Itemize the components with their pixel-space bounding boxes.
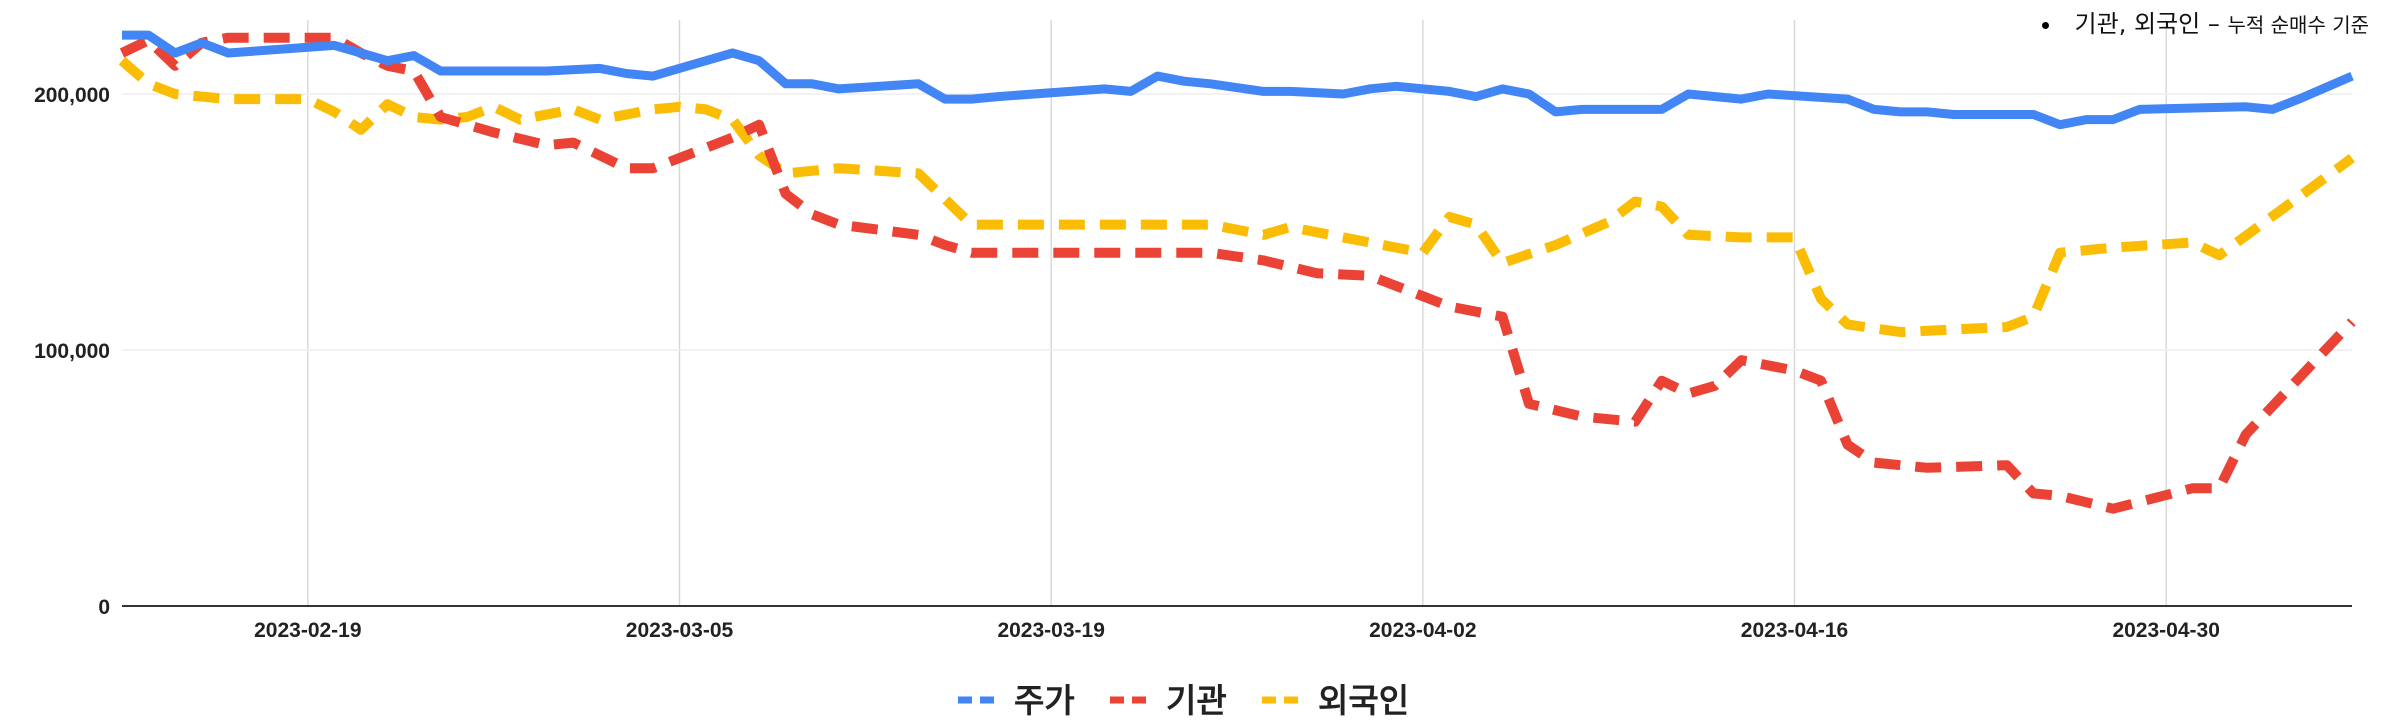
legend-label-외국인: 외국인: [1318, 681, 1409, 720]
note-small: 누적 순매수 기준: [2227, 13, 2369, 37]
y-tick-label: 0: [98, 596, 110, 619]
series-lines: [118, 30, 2356, 514]
legend: 주가 기관 외국인: [958, 681, 1409, 720]
series-line-주가: [122, 30, 2354, 130]
x-tick-label: 2023-03-19: [997, 619, 1104, 642]
legend-label-기관: 기관: [1166, 681, 1227, 720]
y-tick-label: 200,000: [34, 84, 110, 107]
legend-label-주가: 주가: [1014, 681, 1075, 720]
y-tick-label: 100,000: [34, 340, 110, 363]
footnote: 기관, 외국인 – 누적 순매수 기준: [2041, 4, 2369, 39]
x-tick-label: 2023-04-02: [1369, 619, 1476, 642]
note-main: 기관, 외국인: [2074, 10, 2201, 38]
bullet-icon: [2041, 21, 2049, 29]
gridlines: [122, 20, 2352, 606]
series-line-외국인: [118, 56, 2355, 338]
series-line-기관: [119, 32, 2356, 514]
x-tick-label: 2023-02-19: [254, 619, 361, 642]
x-tick-label: 2023-03-05: [626, 619, 734, 642]
x-tick-label: 2023-04-30: [2112, 619, 2219, 642]
axes: 2023-02-19 2023-03-05 2023-03-19 2023-04-02…: [34, 84, 2352, 642]
x-tick-label: 2023-04-16: [1741, 619, 1848, 642]
note-dash: –: [2207, 10, 2220, 38]
